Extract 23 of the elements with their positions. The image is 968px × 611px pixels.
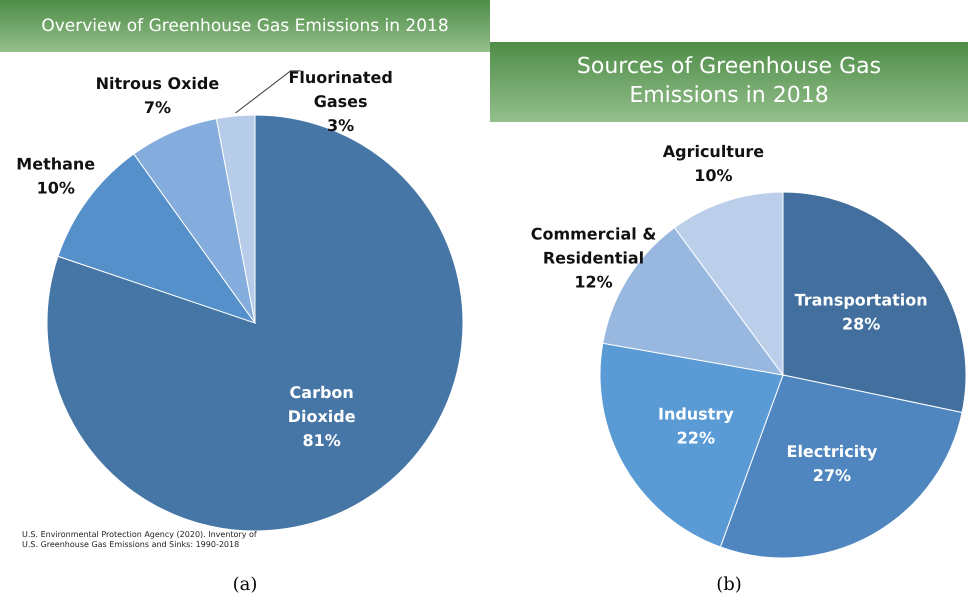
chart-title: Overview of Greenhouse Gas Emissions in 2018 (41, 14, 449, 38)
slice-label: Transportation (794, 290, 928, 310)
slice-label: Industry (658, 404, 734, 423)
data-label: 28% (842, 314, 880, 334)
slice-label: Agriculture (662, 142, 764, 161)
data-label: 27% (812, 465, 852, 484)
slice-label: Commercial & Residential (530, 224, 656, 267)
data-label: 12% (574, 272, 613, 291)
data-label: 10% (694, 166, 733, 185)
data-label: 81% (302, 430, 341, 450)
slice-label: Nitrous Oxide (96, 74, 220, 92)
text: U.S. Environmental Protection Agency (2020). Inventory of U.S. Greenhouse Gas Emissions and Sinks: 1990-2018 (22, 530, 258, 551)
data-label: 3% (327, 115, 354, 134)
slice-label: Fluorinated Gases (288, 67, 393, 110)
slice-label: Electricity (786, 441, 878, 460)
data-label: 10% (36, 178, 75, 197)
data-label: 7% (144, 98, 172, 116)
slice-label: Methane (16, 154, 96, 173)
text: (a) (232, 574, 258, 595)
slice-label: Carbon Dioxide (288, 382, 356, 426)
chart-title: Sources of Greenhouse Gas Emissions in 2018 (576, 53, 882, 110)
data-label: 22% (676, 428, 715, 447)
text: (b) (715, 574, 743, 595)
